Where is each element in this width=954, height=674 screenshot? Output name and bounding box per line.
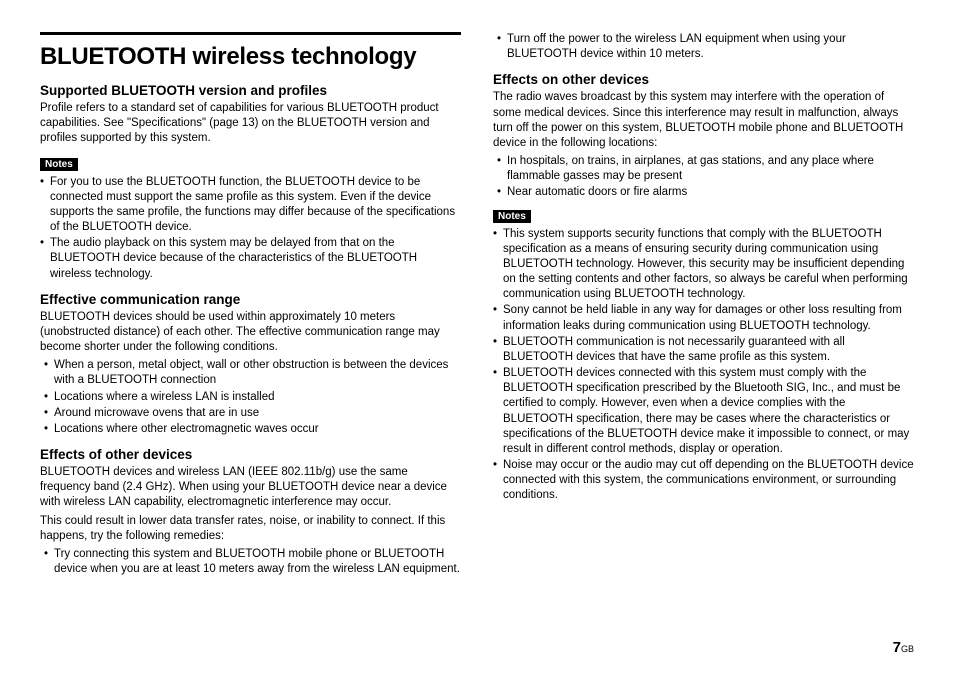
note-item: Noise may occur or the audio may cut off… <box>493 458 914 504</box>
right-column: Turn off the power to the wireless LAN e… <box>493 32 914 578</box>
heading-effects-of: Effects of other devices <box>40 447 461 462</box>
heading-effects-on: Effects on other devices <box>493 72 914 87</box>
list-item: Around microwave ovens that are in use <box>40 406 461 421</box>
heading-supported: Supported BLUETOOTH version and profiles <box>40 83 461 98</box>
para-supported: Profile refers to a standard set of capa… <box>40 101 461 147</box>
notes-list-2: This system supports security functions … <box>493 227 914 504</box>
locations-list: In hospitals, on trains, in airplanes, a… <box>493 154 914 201</box>
notes-list-1: For you to use the BLUETOOTH function, t… <box>40 175 461 282</box>
list-item: Near automatic doors or fire alarms <box>493 185 914 200</box>
note-item: BLUETOOTH communication is not necessari… <box>493 335 914 365</box>
list-item: When a person, metal object, wall or oth… <box>40 358 461 388</box>
heading-range: Effective communication range <box>40 292 461 307</box>
note-item: BLUETOOTH devices connected with this sy… <box>493 366 914 457</box>
list-item: Locations where a wireless LAN is instal… <box>40 390 461 405</box>
note-item: The audio playback on this system may be… <box>40 236 461 282</box>
list-item: Try connecting this system and BLUETOOTH… <box>40 547 461 577</box>
remedies-list: Try connecting this system and BLUETOOTH… <box>40 547 461 577</box>
page-number-suffix: GB <box>901 644 914 654</box>
main-title: BLUETOOTH wireless technology <box>40 43 461 71</box>
page-columns: BLUETOOTH wireless technology Supported … <box>40 32 914 578</box>
range-list: When a person, metal object, wall or oth… <box>40 358 461 437</box>
remedies-list-cont: Turn off the power to the wireless LAN e… <box>493 32 914 62</box>
list-item: Locations where other electromagnetic wa… <box>40 422 461 437</box>
left-column: BLUETOOTH wireless technology Supported … <box>40 32 461 578</box>
para-effects-of-1: BLUETOOTH devices and wireless LAN (IEEE… <box>40 465 461 511</box>
note-item: This system supports security functions … <box>493 227 914 303</box>
para-effects-of-2: This could result in lower data transfer… <box>40 514 461 544</box>
list-item: Turn off the power to the wireless LAN e… <box>493 32 914 62</box>
title-rule <box>40 32 461 35</box>
notes-badge-2: Notes <box>493 210 531 223</box>
list-item: In hospitals, on trains, in airplanes, a… <box>493 154 914 184</box>
page-number-value: 7 <box>893 639 901 656</box>
notes-badge-1: Notes <box>40 158 78 171</box>
note-item: For you to use the BLUETOOTH function, t… <box>40 175 461 236</box>
page-number: 7GB <box>893 639 914 656</box>
para-range: BLUETOOTH devices should be used within … <box>40 310 461 356</box>
note-item: Sony cannot be held liable in any way fo… <box>493 303 914 333</box>
para-effects-on: The radio waves broadcast by this system… <box>493 90 914 151</box>
